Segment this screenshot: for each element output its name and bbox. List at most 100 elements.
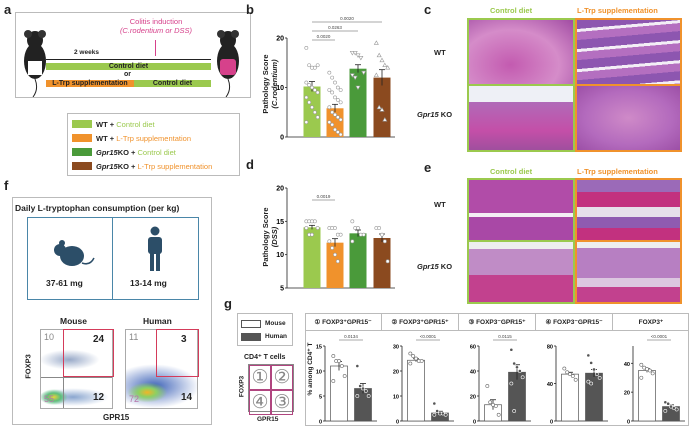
- y-tick-label: 20: [624, 391, 630, 397]
- data-point: [361, 70, 367, 76]
- chart-title-g3: ③ FOXP3⁻GPR15⁺: [459, 313, 536, 330]
- y-tick-label: 0: [396, 420, 399, 426]
- data-point: [589, 381, 594, 386]
- data-point: [496, 412, 501, 417]
- quadrant-value: 12: [93, 392, 105, 403]
- legend-diet: L-Trp supplementation: [116, 133, 191, 143]
- induction-line2: (C.rodentium or DSS): [119, 26, 193, 35]
- data-point: [335, 259, 340, 264]
- data-point: [333, 127, 337, 132]
- data-point: [382, 239, 387, 244]
- data-point: [385, 65, 391, 70]
- data-point: [376, 104, 382, 110]
- data-point: [377, 226, 382, 230]
- y-tick-label: 30: [393, 345, 399, 351]
- y-tick-label: 10: [276, 85, 284, 92]
- legend-genotype: Gpr15: [96, 161, 118, 171]
- y-tick-label: 0: [280, 135, 284, 142]
- data-point: [432, 401, 437, 406]
- flow-xlabel: GPR15: [103, 413, 130, 422]
- data-point: [307, 63, 312, 68]
- legend-diet: Control diet: [116, 119, 155, 129]
- legend-genotype-suffix: KO: [117, 161, 129, 171]
- data-point: [666, 401, 671, 406]
- mouse-colitis-icon: [217, 30, 239, 97]
- control-diet-bar: Control diet: [46, 63, 211, 70]
- p-value: 0.0263: [328, 25, 342, 30]
- data-point: [639, 375, 644, 380]
- data-point: [408, 351, 413, 356]
- flow-human-title: Human: [143, 316, 172, 326]
- bar: [326, 108, 344, 137]
- data-point: [355, 364, 360, 368]
- data-point: [361, 232, 366, 237]
- data-point: [338, 232, 343, 237]
- row-label-ko: Gpr15 KO: [417, 110, 452, 119]
- p-value: 0.0115: [498, 334, 512, 339]
- histology-e-wt-ltrp: [575, 178, 682, 242]
- y-tick-label: 5: [280, 286, 284, 293]
- or-label: or: [124, 71, 131, 78]
- data-point: [335, 97, 340, 102]
- bar: [349, 68, 367, 137]
- flow-plot-mouse: 10 24 12 55: [40, 329, 114, 409]
- histology-c-wt-control: [467, 18, 575, 86]
- data-point: [408, 361, 413, 366]
- data-point: [342, 374, 347, 378]
- data-point: [350, 239, 355, 244]
- experiment-schematic: Colitis induction (C.rodentium or DSS) 2…: [15, 12, 251, 98]
- panel-label-a: a: [4, 2, 12, 17]
- consumption-box: 37-61 mg 13-14 mg: [27, 217, 199, 300]
- data-point: [376, 52, 382, 58]
- data-point: [312, 219, 317, 224]
- data-point: [565, 370, 570, 375]
- legend-human: Human: [241, 330, 289, 343]
- col-header-ltrp: L-Trp supplementation: [577, 6, 658, 15]
- chart-title-g2: ② FOXP3⁺GPR15⁺: [382, 313, 459, 330]
- data-point: [349, 73, 355, 78]
- header-divider: [305, 330, 689, 331]
- panel-f-title: Daily L-tryptophan consumption (per kg): [15, 203, 180, 213]
- human-icon: [148, 226, 162, 271]
- data-point: [650, 371, 655, 376]
- legend-diet: L-Trp supplementation: [137, 161, 213, 171]
- swatch: [241, 319, 261, 328]
- data-point: [304, 95, 309, 100]
- divider: [112, 218, 113, 299]
- data-point: [385, 259, 390, 264]
- quadrant-value: 24: [93, 334, 105, 345]
- quadrant-value: 3: [181, 334, 187, 345]
- data-point: [333, 112, 337, 117]
- panel-label-c: c: [424, 2, 432, 17]
- quadrant-value: 72: [129, 394, 140, 404]
- data-point: [363, 389, 368, 393]
- induction-line1: Colitis induction: [129, 17, 183, 26]
- data-point: [335, 85, 340, 90]
- data-point: [573, 377, 578, 382]
- data-point: [304, 80, 309, 85]
- data-point: [338, 100, 343, 105]
- data-point: [355, 53, 361, 58]
- data-point: [355, 85, 361, 91]
- y-tick-label: 0: [473, 420, 476, 426]
- data-point: [382, 62, 388, 68]
- histology-c-ko-control: [467, 84, 575, 152]
- legend-mouse: Mouse: [241, 317, 289, 330]
- ko-suffix: KO: [438, 262, 453, 271]
- row-label-ko: Gpr15 KO: [417, 262, 452, 271]
- legend-label: Mouse: [265, 320, 286, 327]
- y-tick-label: 20: [276, 36, 284, 43]
- data-point: [304, 226, 309, 230]
- data-point: [315, 63, 320, 68]
- data-point: [594, 372, 599, 377]
- flow-plot-human: 11 3 14 72: [125, 329, 199, 409]
- y-tick-label: 10: [393, 395, 399, 401]
- data-point: [352, 75, 358, 81]
- data-point: [414, 356, 418, 361]
- group-legend: WT + Control diet WT + L-Trp supplementat…: [67, 113, 240, 176]
- y-tick-label: 80: [547, 345, 553, 351]
- legend-plus: +: [107, 119, 117, 129]
- y-tick-label: 5: [319, 395, 322, 401]
- data-point: [310, 85, 314, 90]
